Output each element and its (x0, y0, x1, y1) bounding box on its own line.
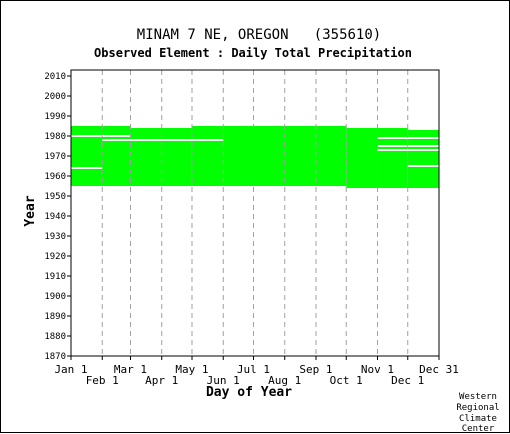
x-axis-label: Day of Year (206, 385, 292, 400)
missing-gap-1 (71, 135, 131, 137)
chart-subtitle: Observed Element : Daily Total Precipita… (94, 46, 412, 60)
y-tick-label-1900: 1900 (44, 292, 66, 302)
x-tick-label-bottom-0: Feb 1 (86, 374, 119, 387)
grid-layer (101, 70, 409, 356)
y-tick-label-1920: 1920 (44, 252, 66, 262)
data-block-3 (253, 126, 347, 186)
missing-gap-3 (130, 139, 224, 141)
y-tick-label-1870: 1870 (44, 352, 66, 362)
x-axis: Jan 1 Mar 1 May 1 Jul 1 Sep 1 Nov 1 Dec 31 Feb … (54, 356, 459, 387)
y-tick-label-1960: 1960 (44, 172, 66, 182)
y-axis: 1870 1880 1890 1900 1910 1920 1930 1940 1950 1960… (44, 72, 71, 362)
credit-line-1: Western (459, 392, 497, 402)
data-layer (71, 126, 439, 188)
y-axis-label: Year (23, 195, 38, 226)
x-tick-label-top-0: Jan 1 (54, 363, 87, 376)
y-tick-label-1990: 1990 (44, 112, 66, 122)
credit-line-4: Center (462, 424, 495, 434)
credit: Western Regional Climate Center (456, 392, 499, 434)
x-tick-label-bottom-2: Jun 1 (207, 374, 240, 387)
plot-area (70, 69, 440, 357)
y-tick-label-1950: 1950 (44, 192, 66, 202)
y-tick-label-2000: 2000 (44, 92, 66, 102)
data-block-2 (191, 126, 254, 186)
x-tick-label-bottom-3: Aug 1 (268, 374, 301, 387)
missing-gap-5 (377, 145, 439, 147)
missing-gap-7 (407, 165, 439, 167)
chart-title: MINAM 7 NE, OREGON (355610) (137, 27, 381, 43)
y-tick-label-1970: 1970 (44, 152, 66, 162)
data-block-5 (407, 130, 439, 188)
missing-gap-2 (102, 139, 131, 141)
y-tick-label-1980: 1980 (44, 132, 66, 142)
data-block-1 (130, 128, 192, 186)
y-tick-label-1880: 1880 (44, 332, 66, 342)
x-tick-label-bottom-4: Oct 1 (330, 374, 363, 387)
y-tick-label-1910: 1910 (44, 272, 66, 282)
y-tick-label-1930: 1930 (44, 232, 66, 242)
credit-line-3: Climate (459, 414, 497, 424)
y-tick-label-1940: 1940 (44, 212, 66, 222)
x-tick-label-top-3: Jul 1 (237, 363, 270, 376)
missing-gap-0 (71, 167, 103, 169)
x-tick-label-top-5: Nov 1 (361, 363, 394, 376)
x-tick-label-top-2: May 1 (175, 363, 208, 376)
x-tick-label-bottom-1: Apr 1 (145, 374, 178, 387)
credit-line-2: Regional (456, 403, 499, 413)
x-tick-label-bottom-5: Dec 1 (391, 374, 424, 387)
x-tick-label-top-6: Dec 31 (419, 363, 459, 376)
missing-gap-4 (377, 137, 439, 139)
y-tick-label-1890: 1890 (44, 312, 66, 322)
y-tick-label-2010: 2010 (44, 72, 66, 82)
x-tick-label-top-1: Mar 1 (114, 363, 147, 376)
x-tick-label-top-4: Sep 1 (299, 363, 332, 376)
missing-gap-6 (377, 149, 439, 151)
